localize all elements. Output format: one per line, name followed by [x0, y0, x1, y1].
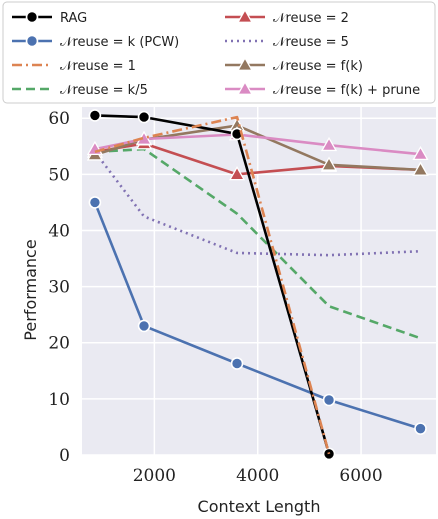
y-tick-label: 30	[48, 278, 70, 298]
series-group	[88, 109, 336, 461]
y-tick-label: 0	[59, 446, 70, 466]
legend-label: 𝒩reuse = f(k) + prune	[273, 83, 420, 98]
legend-label: 𝒩reuse = 2	[273, 11, 349, 26]
legend-label: 𝒩reuse = k/5	[60, 83, 148, 98]
series-layer	[86, 109, 429, 461]
data-point	[320, 136, 338, 152]
series-line	[94, 114, 331, 455]
y-tick-label: 60	[48, 109, 70, 129]
data-point	[230, 357, 244, 370]
legend-item: 𝒩reuse = 5	[225, 35, 349, 50]
data-point	[137, 110, 151, 124]
data-point	[236, 56, 254, 71]
series-group	[93, 151, 421, 257]
y-tick-label: 50	[48, 165, 70, 185]
legend-item: 𝒩reuse = k/5	[12, 83, 148, 98]
y-axis-label: Performance	[21, 239, 40, 340]
x-axis-label: Context Length	[198, 497, 321, 516]
series-group	[94, 147, 421, 340]
data-point	[137, 319, 151, 333]
data-point	[412, 145, 429, 161]
legend: RAG 𝒩reuse = k (PCW) 𝒩reuse = 1 𝒩reuse = k/…	[2, 1, 436, 104]
x-tick-label: 2000	[133, 466, 176, 486]
data-point	[25, 10, 39, 24]
legend-item: 𝒩reuse = f(k) + prune	[225, 80, 420, 98]
x-tick-label: 4000	[236, 466, 279, 486]
plot-area	[82, 107, 436, 455]
data-point	[322, 393, 336, 407]
series-group	[88, 196, 427, 435]
data-point	[412, 161, 429, 176]
legend-label: 𝒩reuse = f(k)	[273, 59, 363, 74]
series-group	[94, 115, 331, 455]
data-point	[236, 8, 254, 23]
data-point	[88, 196, 102, 209]
legend-label: 𝒩reuse = 5	[273, 35, 349, 50]
series-line	[93, 151, 421, 257]
legend-label: RAG	[60, 11, 87, 26]
data-point	[414, 422, 427, 435]
data-point	[88, 109, 102, 122]
data-point	[25, 34, 39, 48]
y-tick-label: 40	[48, 221, 70, 241]
legend-item: 𝒩reuse = k (PCW)	[12, 34, 179, 50]
x-tick-label: 6000	[339, 466, 382, 486]
legend-frame	[2, 1, 436, 104]
data-point	[320, 156, 338, 171]
y-tick-label: 20	[48, 334, 70, 354]
series-line	[94, 115, 331, 455]
legend-item: 𝒩reuse = 1	[12, 59, 136, 74]
y-tick-label: 10	[48, 390, 70, 410]
series-line	[94, 147, 421, 340]
legend-item: 𝒩reuse = 2	[225, 8, 349, 26]
data-point	[236, 80, 254, 95]
legend-item: RAG	[12, 10, 87, 26]
legend-item: 𝒩reuse = f(k)	[225, 56, 363, 74]
grid	[82, 107, 436, 456]
legend-label: 𝒩reuse = 1	[60, 59, 136, 74]
legend-label: 𝒩reuse = k (PCW)	[60, 35, 179, 50]
data-point	[228, 166, 246, 181]
tick-labels: 0 10 20 30 40 50 60 2000 4000 6000	[48, 109, 382, 486]
